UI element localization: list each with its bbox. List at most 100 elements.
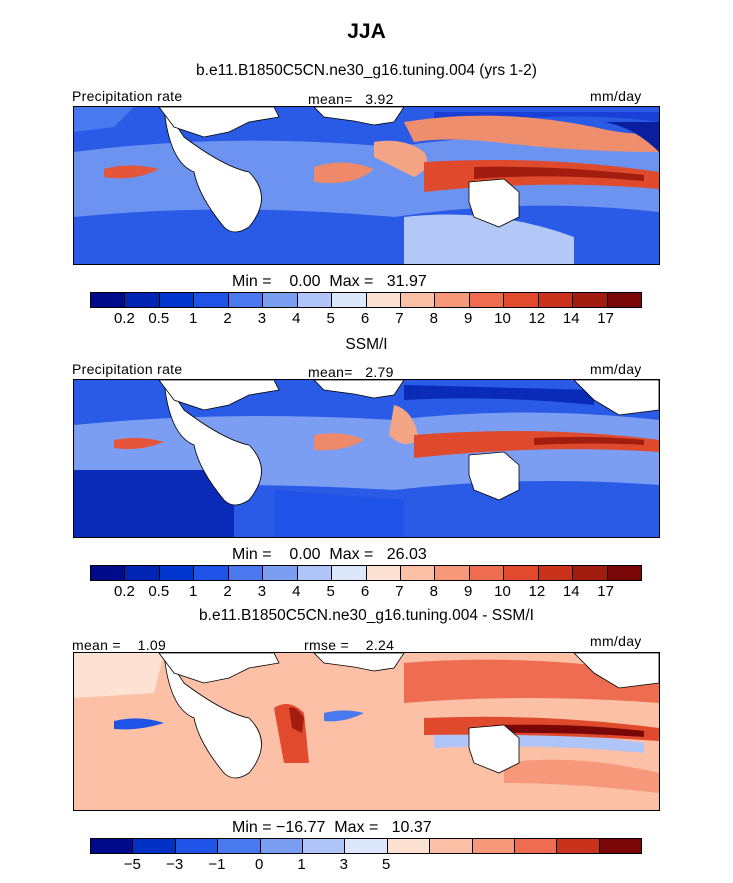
colorbar-tick-label: 9 [463,583,473,600]
colorbar-tick-label: 0.2 [113,583,135,600]
colorbar-tick-label: 7 [395,310,404,327]
panel1-colorbar-ticks: 0.2 0.5 1 2 3 4 5 6 7 8 9 10 12 14 17 [90,310,640,328]
panel1-left-label: Precipitation rate [72,88,183,104]
colorbar-tick-label: 5 [326,310,335,327]
colorbar-swatch [260,839,303,853]
colorbar-swatch [332,566,367,580]
colorbar-swatch [228,566,264,580]
colorbar-tick-label: 14 [562,310,580,327]
colorbar-swatch [607,293,641,307]
colorbar-tick-label: 5 [381,856,391,873]
colorbar-swatch [573,293,608,307]
colorbar-tick-label: 3 [339,856,349,873]
colorbar-swatch [297,293,333,307]
colorbar-tick-label: −3 [166,856,184,873]
colorbar-tick-label: 0.5 [148,310,170,327]
colorbar-swatch [133,839,176,853]
colorbar-swatch [297,566,333,580]
colorbar-swatch [607,566,641,580]
colorbar-swatch [91,566,126,580]
colorbar-tick-label: 2 [223,583,232,600]
colorbar-tick-label: 1 [297,856,306,873]
panel2-colorbar-ticks: 0.2 0.5 1 2 3 4 5 6 7 8 9 10 12 14 17 [90,583,640,601]
panel3-minmax: Min = −16.77 Max = 10.37 [232,819,432,836]
panel1-map [73,106,660,265]
colorbar-tick-label: 5 [326,583,335,600]
colorbar-swatch [400,293,436,307]
colorbar-swatch [263,293,298,307]
colorbar-tick-label: 9 [463,310,473,327]
colorbar-tick-label: 14 [562,583,580,600]
colorbar-swatch [218,839,261,853]
panel2-minmax: Min = 0.00 Max = 26.03 [232,546,427,563]
colorbar-swatch [228,293,264,307]
panel3-rmse-label: rmse = 2.24 [304,637,395,653]
colorbar-swatch [400,566,436,580]
colorbar-swatch [366,566,401,580]
panel3-units: mm/day [590,633,642,649]
colorbar-tick-label: 17 [597,310,614,327]
colorbar-swatch [345,839,388,853]
panel3-map [73,652,660,811]
colorbar-swatch [263,566,298,580]
colorbar-tick-label: 0 [255,856,264,873]
panel2-center-label: mean= 2.79 [308,364,394,380]
colorbar-swatch [514,839,558,853]
panel3-mean-label: mean = 1.09 [72,637,167,653]
panel1-colorbar [90,292,642,308]
colorbar-swatch [573,566,608,580]
colorbar-tick-label: 6 [360,310,370,327]
colorbar-tick-label: 12 [528,310,546,327]
colorbar-tick-label: 4 [292,583,301,600]
panel1-center-label: mean= 3.92 [308,91,394,107]
colorbar-swatch [302,839,346,853]
colorbar-swatch [332,293,367,307]
colorbar-tick-label: 10 [494,583,511,600]
colorbar-swatch [125,293,160,307]
colorbar-swatch [469,293,505,307]
colorbar-tick-label: 17 [597,583,614,600]
colorbar-swatch [469,566,505,580]
colorbar-swatch [599,839,642,853]
colorbar-swatch [504,293,539,307]
panel1-title: b.e11.B1850C5CN.ne30_g16.tuning.004 (yrs… [196,62,537,79]
colorbar-tick-label: 2 [223,310,232,327]
colorbar-swatch [125,566,160,580]
panel1-minmax: Min = 0.00 Max = 31.97 [232,273,427,290]
colorbar-tick-label: 3 [257,310,267,327]
colorbar-tick-label: 4 [292,310,301,327]
panel2-map [73,379,660,538]
colorbar-swatch [194,293,229,307]
colorbar-tick-label: 3 [257,583,267,600]
colorbar-tick-label: 0.5 [148,583,170,600]
colorbar-swatch [430,839,473,853]
colorbar-tick-label: 7 [395,583,404,600]
colorbar-swatch [387,839,431,853]
colorbar-swatch [175,839,219,853]
panel2-colorbar [90,565,642,581]
colorbar-tick-label: 6 [360,583,370,600]
colorbar-tick-label: 10 [494,310,511,327]
colorbar-tick-label: 0.2 [113,310,135,327]
panel3-title: b.e11.B1850C5CN.ne30_g16.tuning.004 - SS… [199,607,534,624]
colorbar-tick-label: 1 [188,310,198,327]
colorbar-swatch [538,566,574,580]
panel2-units: mm/day [590,361,642,377]
colorbar-swatch [91,839,134,853]
colorbar-swatch [538,293,574,307]
colorbar-tick-label: 8 [429,310,438,327]
panel3-colorbar-ticks: −5 −3 −1 0 1 3 5 [90,856,640,874]
colorbar-swatch [194,566,229,580]
colorbar-swatch [435,293,470,307]
colorbar-tick-label: 12 [528,583,546,600]
season-title: JJA [347,20,386,43]
panel1-units: mm/day [590,88,642,104]
colorbar-swatch [557,839,600,853]
colorbar-swatch [504,566,539,580]
panel2-left-label: Precipitation rate [72,361,183,377]
panel2-title: SSM/I [345,336,388,353]
colorbar-swatch [159,293,195,307]
colorbar-tick-label: 8 [429,583,438,600]
colorbar-swatch [366,293,401,307]
colorbar-swatch [435,566,470,580]
